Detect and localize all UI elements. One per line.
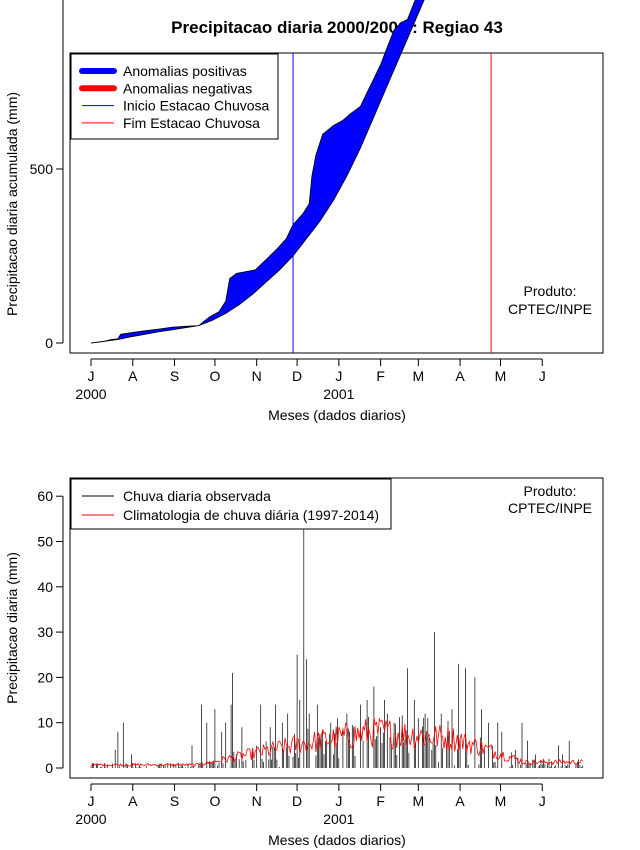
y-tick-label: 30 [37, 624, 53, 640]
climatology-daily-line [90, 716, 583, 767]
x-tick-label: F [376, 793, 385, 809]
x-tick-label: F [376, 368, 385, 384]
x-tick-label: M [412, 368, 424, 384]
y-tick-label: 1000 [22, 0, 53, 3]
y-tick-label: 0 [45, 335, 53, 351]
legend-box [70, 478, 392, 530]
x-tick-label: J [88, 368, 95, 384]
x-tick-label: J [88, 793, 95, 809]
year-label: 2000 [75, 811, 106, 827]
x-tick-label: N [252, 368, 262, 384]
product-note-line-2: CPTEC/INPE [508, 301, 592, 317]
y-tick-label: 500 [30, 161, 54, 177]
x-tick-label: M [495, 793, 507, 809]
x-tick-label: M [495, 368, 507, 384]
x-axis-label: Meses (dados diarios) [268, 407, 406, 423]
x-tick-label: S [170, 368, 179, 384]
product-note-line-2: CPTEC/INPE [508, 500, 592, 516]
year-label: 2001 [323, 386, 354, 402]
x-tick-label: O [209, 368, 220, 384]
chart-axes: J A S O N D J F M A M J 2000 2001 0 10 20 30 40 50 60 [37, 477, 604, 827]
x-tick-label: D [292, 793, 302, 809]
y-tick-label: 60 [37, 488, 53, 504]
product-note-line-1: Produto: [524, 483, 577, 499]
y-tick-label: 50 [37, 534, 53, 550]
year-label: 2001 [323, 811, 354, 827]
y-tick-label: 0 [45, 760, 53, 776]
positive-anomaly-area [91, 0, 425, 343]
y-tick-label: 20 [37, 669, 53, 685]
legend-label: Fim Estacao Chuvosa [123, 115, 260, 131]
y-axis-label: Precipitacao diaria (mm) [4, 552, 20, 704]
climatology-accumulated-line [90, 0, 425, 344]
legend-label: Climatologia de chuva diária (1997-2014) [123, 507, 379, 523]
legend-label: Anomalias negativas [123, 80, 252, 96]
plot-frame [69, 477, 604, 779]
x-tick-label: A [128, 793, 138, 809]
y-tick-label: 40 [37, 579, 53, 595]
accumulated-precipitation-chart: Precipitacao diaria 2000/2001 : Regiao 4… [4, 0, 604, 423]
x-tick-label: J [335, 368, 342, 384]
legend-label: Anomalias positivas [123, 63, 247, 79]
x-tick-label: O [209, 793, 220, 809]
observed-accumulated-line [90, 0, 416, 344]
x-tick-label: N [252, 793, 262, 809]
product-note-line-1: Produto: [524, 283, 577, 299]
y-tick-label: 10 [37, 715, 53, 731]
x-tick-label: J [539, 793, 546, 809]
x-tick-label: M [412, 793, 424, 809]
chart-data-area [90, 0, 492, 353]
y-axis-label: Precipitacao diaria acumulada (mm) [4, 92, 20, 316]
chart-title: Precipitacao diaria 2000/2001 : Regiao 4… [171, 18, 503, 37]
x-tick-label: J [335, 793, 342, 809]
daily-precipitation-chart: J A S O N D J F M A M J 2000 2001 0 10 20 30 40 50 60 Chuva … [4, 477, 604, 848]
x-tick-label: S [170, 793, 179, 809]
x-tick-label: J [539, 368, 546, 384]
x-tick-label: D [292, 368, 302, 384]
chart-data-bars [90, 527, 584, 768]
x-tick-label: A [128, 368, 138, 384]
plot-frame [69, 52, 604, 354]
x-tick-label: A [455, 793, 465, 809]
chart-legend: Chuva diaria observada Climatologia de ch… [70, 478, 392, 530]
chart-axes: JASONDJFMAMJ20002001050010001500 [22, 0, 604, 402]
x-axis-label: Meses (dados diarios) [268, 832, 406, 848]
legend-label: Inicio Estacao Chuvosa [123, 98, 270, 114]
year-label: 2000 [75, 386, 106, 402]
x-tick-label: A [455, 368, 465, 384]
legend-label: Chuva diaria observada [123, 488, 271, 504]
